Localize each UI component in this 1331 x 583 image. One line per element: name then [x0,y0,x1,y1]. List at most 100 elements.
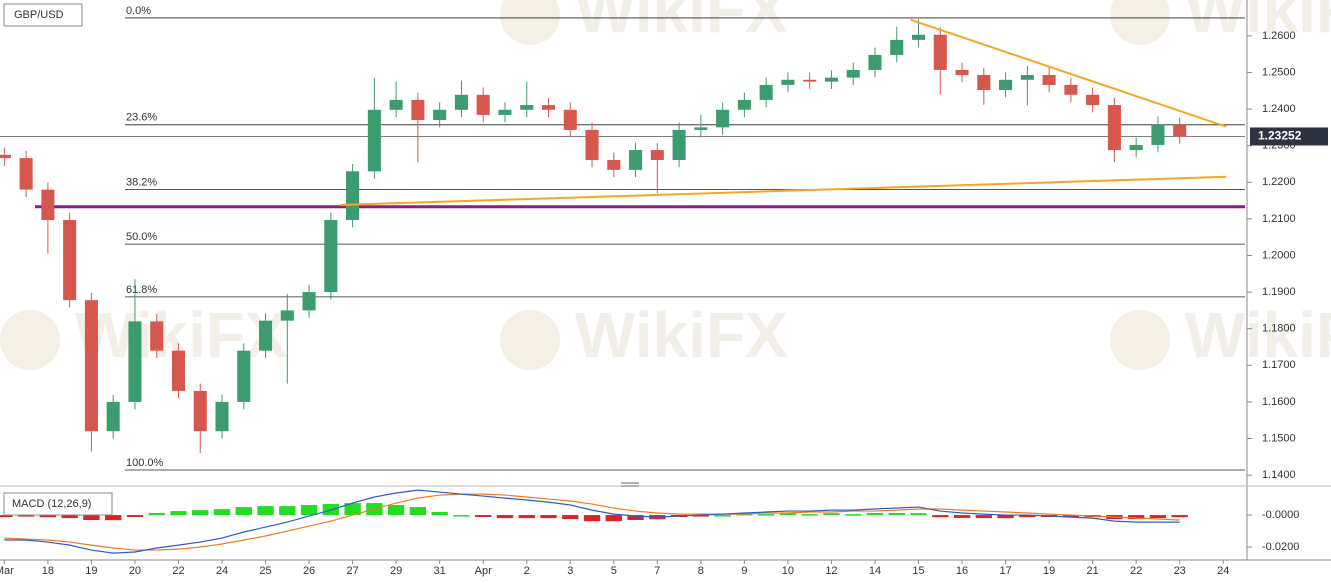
histogram-bar [583,515,601,522]
candle-body [63,219,77,301]
candle-body [977,75,991,91]
candle-body [411,99,425,121]
symbol-label: GBP/USD [14,9,64,21]
candle-body [803,79,817,82]
y-tick-label: 1.1500 [1262,432,1296,444]
x-tick-label: 21 [1087,565,1099,577]
candle-body [824,77,838,82]
x-tick-label: Apr [475,565,492,577]
histogram-bar [39,515,57,518]
histogram-bar [148,512,165,516]
candle-body [999,79,1013,91]
candle-body [19,158,33,190]
histogram-bar [409,507,427,516]
histogram-bar [344,503,361,516]
last-price-label: 1.23252 [1258,129,1302,143]
candle-body [150,321,164,351]
histogram-bar [627,515,644,521]
histogram-bar [213,509,231,516]
y-tick-label: 1.2500 [1262,66,1296,78]
histogram-bar [496,515,514,519]
candle-body [759,84,773,100]
histogram-bar [126,515,144,517]
x-tick-label: 7 [654,565,660,577]
candle-body [280,310,294,321]
histogram-bar [779,513,797,516]
trendline [910,18,1227,128]
x-tick-label: 14 [869,565,881,577]
x-tick-label: 29 [390,565,402,577]
histogram-bar [540,515,557,519]
candle-body [737,99,751,110]
candle-body [454,94,468,110]
indicator-box[interactable] [3,492,113,516]
candle-body [955,69,969,76]
histogram-bar [387,504,405,516]
x-tick-label: 10 [782,565,794,577]
candle-body [846,69,860,78]
candle-body [1107,105,1121,151]
candle-body [520,105,534,110]
watermark: WikiFX [575,0,788,46]
fib-label: 38.2% [126,177,157,189]
histogram-bar [866,512,884,516]
macd-line [4,489,1180,554]
y-tick-label: 1.2400 [1262,103,1296,115]
candle-body [1042,75,1056,85]
candle-body [215,401,229,432]
candle-body [346,171,360,220]
divider-handle[interactable] [621,482,639,487]
histogram-bar [279,506,296,516]
x-tick-label: 2 [524,565,530,577]
x-tick-label: 22 [1130,565,1142,577]
candle-body [541,105,556,110]
y-tick-label: 1.2200 [1262,176,1296,188]
y-tick-label: -0.0200 [1262,541,1299,553]
fib-label: 61.8% [126,284,157,296]
histogram-bar [83,515,100,521]
histogram-bar [1171,515,1188,518]
histogram-bar [105,515,122,521]
candle-body [389,99,403,110]
y-tick-label: 1.2100 [1262,213,1296,225]
histogram-bar [170,511,187,516]
candle-body [41,189,55,220]
histogram-bar [997,515,1014,519]
x-tick-label: 18 [42,565,54,577]
histogram-bar [910,513,927,516]
fib-label: 23.6% [126,112,157,124]
histogram-bar [888,512,905,516]
candle-body [890,39,904,55]
candle-body [259,320,273,351]
candle-body [498,109,512,115]
x-tick-label: Mar [0,565,14,577]
x-tick-label: 12 [825,565,837,577]
candle-body [607,159,621,170]
histogram-bar [605,515,622,522]
histogram-bar [845,514,862,516]
candle-body [868,54,882,70]
candle-body [1151,124,1165,145]
histogram-bar [300,504,318,516]
y-tick-label: 1.1700 [1262,359,1296,371]
watermarks: WikiFXWikiFXWikiFXWikiFXWikiFX [0,0,1331,371]
x-tick-label: 24 [216,565,228,577]
candle-body [128,321,142,402]
candle-body [302,292,316,311]
histogram-bar [1128,515,1145,520]
candle-body [781,79,795,85]
y-tick-label: 1.2600 [1262,30,1296,42]
candle-body [237,350,251,402]
x-tick-label: 15 [912,565,924,577]
candle-body [672,129,686,160]
y-tick-label: 1.1600 [1262,396,1296,408]
candle-body [629,150,643,170]
x-tick-label: 5 [611,565,617,577]
candle-body [716,109,730,128]
candle-body [476,94,490,115]
x-tick-label: 16 [956,565,968,577]
x-tick-label: 23 [1174,565,1186,577]
candle-body [1086,94,1100,106]
histogram-bar [801,514,818,516]
symbol-box[interactable] [3,3,83,27]
